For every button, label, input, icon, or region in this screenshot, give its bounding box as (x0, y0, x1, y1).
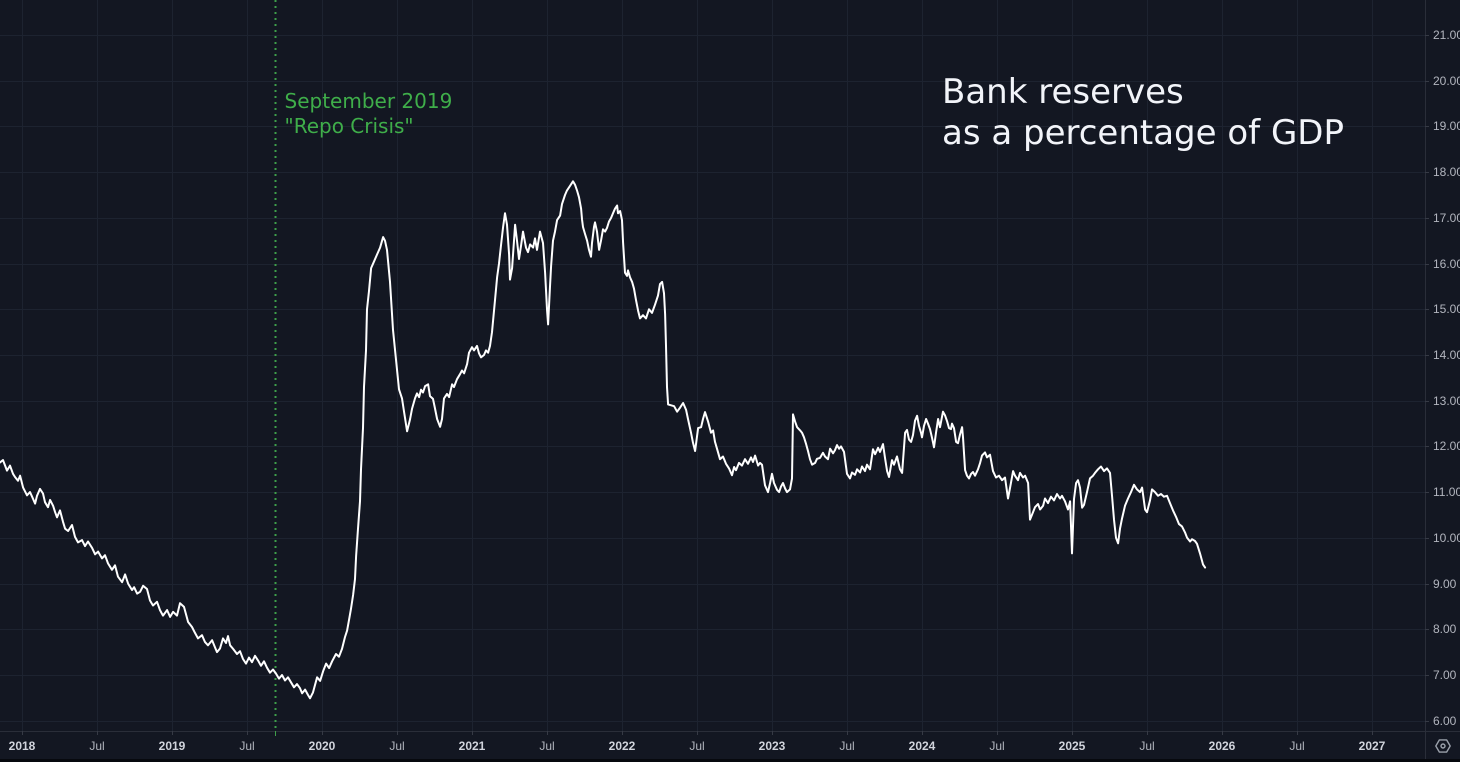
event-annotation-line1: September 2019 (284, 89, 453, 113)
price-label-12.00: 12.00 (1433, 439, 1460, 454)
time-label-jul-2019: Jul (239, 739, 255, 753)
event-annotation-line2: "Repo Crisis" (284, 114, 414, 138)
price-label-6.00: 6.00 (1433, 713, 1457, 728)
chart-title-line2: as a percentage of GDP (942, 113, 1344, 153)
time-axis[interactable]: 2018 Jul 2019 Jul 2020 Jul 2021 Jul 2022 Jul 2023 J… (0, 732, 1425, 759)
axis-settings-button[interactable] (1426, 732, 1460, 759)
time-label-2020: 2020 (308, 739, 336, 753)
price-label-9.00: 9.00 (1433, 576, 1457, 591)
window-bottom-edge (0, 759, 1460, 762)
time-label-jul-2023: Jul (839, 739, 855, 753)
price-label-14.00: 14.00 (1433, 347, 1460, 362)
price-axis[interactable]: 21.00 20.00 19.00 18.00 17.00 16.00 15.00 14.00… (1426, 0, 1460, 731)
time-label-2018: 2018 (8, 739, 36, 753)
chart-title[interactable]: Bank reserves as a percentage of GDP (942, 72, 1344, 154)
price-label-11.00: 11.00 (1433, 485, 1460, 500)
hexagon-gear-icon (1435, 738, 1451, 753)
time-label-2025: 2025 (1058, 739, 1086, 753)
price-label-10.00: 10.00 (1433, 530, 1460, 545)
time-label-2026: 2026 (1208, 739, 1236, 753)
price-label-7.00: 7.00 (1433, 667, 1457, 682)
time-label-jul-2020: Jul (389, 739, 405, 753)
event-annotation[interactable]: September 2019 "Repo Crisis" (285, 89, 453, 139)
series-line (0, 180, 1207, 700)
price-label-16.00: 16.00 (1433, 256, 1460, 271)
time-label-jul-2025: Jul (1139, 739, 1155, 753)
price-label-20.00: 20.00 (1433, 73, 1460, 88)
price-label-13.00: 13.00 (1433, 393, 1460, 408)
time-label-2022: 2022 (608, 739, 636, 753)
time-label-2019: 2019 (158, 739, 186, 753)
time-label-2023: 2023 (758, 739, 786, 753)
time-label-jul-2022: Jul (689, 739, 705, 753)
chart-title-line1: Bank reserves (942, 72, 1184, 112)
axis-tick-marks (22, 35, 1429, 735)
time-label-jul-2024: Jul (989, 739, 1005, 753)
gridlines (0, 0, 1425, 731)
time-label-jul-2026: Jul (1289, 739, 1305, 753)
price-label-18.00: 18.00 (1433, 165, 1460, 180)
price-label-17.00: 17.00 (1433, 210, 1460, 225)
time-label-jul-2018: Jul (89, 739, 105, 753)
price-label-19.00: 19.00 (1433, 119, 1460, 134)
price-label-21.00: 21.00 (1433, 28, 1460, 42)
price-label-8.00: 8.00 (1433, 622, 1457, 637)
time-label-2027: 2027 (1358, 739, 1386, 753)
price-label-15.00: 15.00 (1433, 302, 1460, 317)
time-label-2021: 2021 (458, 739, 486, 753)
time-label-jul-2021: Jul (539, 739, 555, 753)
time-label-2024: 2024 (908, 739, 936, 753)
